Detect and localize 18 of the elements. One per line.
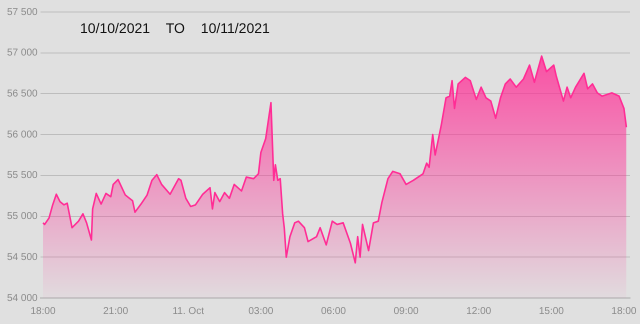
x-tick-label: 18:00 [30, 306, 56, 317]
x-tick-label: 18:00 [611, 306, 637, 317]
y-tick-label: 57 500 [6, 6, 38, 18]
x-tick-label: 15:00 [538, 306, 564, 317]
x-tick-label: 12:00 [466, 306, 492, 317]
x-tick-label: 03:00 [248, 306, 274, 317]
x-tick-label: 21:00 [103, 306, 129, 317]
y-tick-label: 54 500 [6, 252, 38, 263]
x-tick-label: 09:00 [394, 306, 420, 317]
y-tick-label: 57 000 [6, 48, 38, 59]
y-tick-label: 56 500 [6, 88, 38, 100]
text: 10/10/2021 TO 10/11/2021 [80, 20, 270, 36]
y-tick-label: 56 000 [6, 129, 38, 140]
x-tick-label: 11. Oct [172, 306, 204, 317]
x-tick-label: 06:00 [320, 306, 346, 317]
y-tick-label: 55 500 [6, 170, 38, 182]
y-tick-label: 54 000 [6, 292, 38, 304]
y-tick-label: 55 000 [6, 211, 38, 222]
